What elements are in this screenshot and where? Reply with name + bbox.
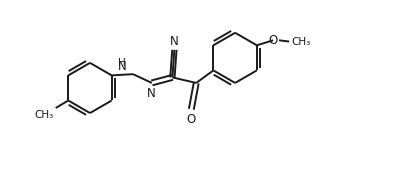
Text: N: N (118, 60, 127, 73)
Text: CH₃: CH₃ (291, 37, 310, 47)
Text: CH₃: CH₃ (34, 110, 54, 120)
Text: O: O (269, 34, 278, 47)
Text: N: N (147, 87, 155, 100)
Text: O: O (187, 113, 196, 126)
Text: N: N (170, 35, 179, 48)
Text: H: H (119, 58, 126, 68)
